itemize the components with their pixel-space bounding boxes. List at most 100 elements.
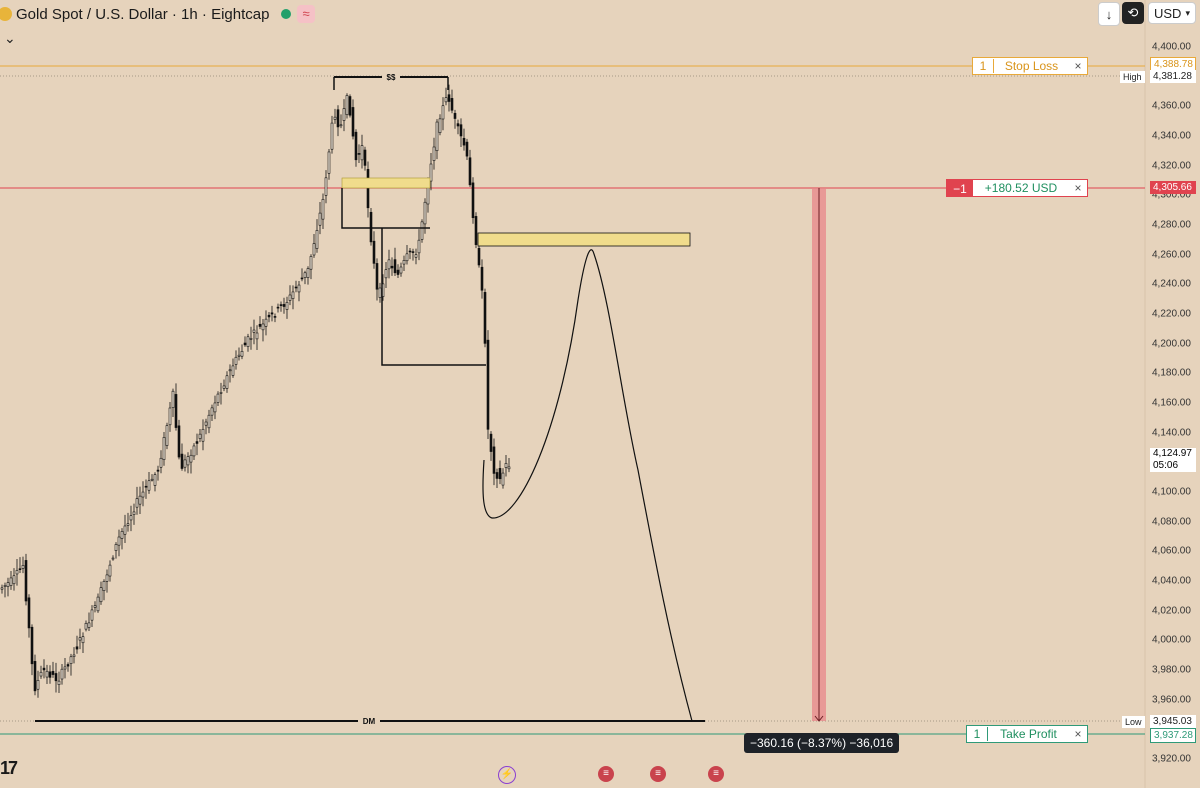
candle — [183, 459, 187, 468]
take-profit-label[interactable]: Take Profit — [1000, 727, 1057, 741]
candle-countdown: 05:06 — [1153, 460, 1179, 471]
candle — [495, 472, 499, 479]
measure-readout: −360.16 (−8.37%) −36,016 — [744, 733, 900, 753]
candle — [264, 318, 268, 327]
chevron-down-icon[interactable]: ⌄ — [4, 30, 16, 46]
take-profit-order[interactable]: 1 Take Profit × — [966, 725, 1088, 743]
price-tick: 4,100.00 — [1152, 486, 1191, 498]
stop-loss-order[interactable]: 1 Stop Loss × — [972, 57, 1088, 75]
candle — [138, 495, 142, 505]
candle — [489, 433, 493, 452]
candle — [246, 336, 250, 347]
candle — [462, 137, 466, 146]
us-flag-event-icon[interactable]: ≡ — [650, 766, 666, 782]
high-price-label: 4,381.28 — [1150, 70, 1196, 83]
candle — [108, 564, 112, 577]
candle — [444, 97, 448, 103]
tradingview-logo-icon[interactable]: 17 — [0, 758, 18, 778]
candle — [78, 637, 82, 641]
liquidity-label: $$ — [387, 73, 396, 82]
candle — [366, 169, 370, 209]
close-icon[interactable]: × — [1074, 59, 1082, 73]
price-tick: 4,160.00 — [1152, 397, 1191, 409]
position-pnl[interactable]: +180.52 USD — [984, 181, 1058, 195]
candle — [3, 585, 7, 587]
projection-curve[interactable] — [482, 249, 693, 722]
candle — [93, 605, 97, 608]
replay-icon[interactable]: ⟲ — [1122, 2, 1144, 24]
candle — [276, 306, 280, 309]
candle — [282, 304, 286, 307]
candle — [474, 216, 478, 245]
candle — [141, 491, 145, 498]
candle — [414, 254, 418, 258]
candle — [273, 316, 277, 318]
candle — [12, 575, 16, 585]
stop-loss-label[interactable]: Stop Loss — [1004, 59, 1059, 73]
position-qty: −1 — [947, 180, 973, 196]
candle — [249, 338, 253, 340]
candle — [36, 680, 40, 690]
wave-icon[interactable]: ≈ — [297, 5, 315, 23]
supply-zone-right[interactable] — [477, 232, 691, 247]
candle — [498, 468, 502, 480]
candle — [411, 251, 415, 253]
candle — [378, 287, 382, 298]
candle — [96, 596, 100, 612]
us-flag-event-icon[interactable]: ≡ — [708, 766, 724, 782]
close-icon[interactable]: × — [1074, 727, 1082, 741]
currency-select[interactable]: USD ▾ — [1148, 2, 1196, 24]
candle — [213, 402, 217, 413]
candle — [216, 393, 220, 403]
candle — [84, 622, 88, 630]
candle — [465, 141, 469, 157]
position-price-label: 4,305.66 — [1150, 181, 1196, 194]
candle — [186, 456, 190, 466]
candle — [24, 560, 28, 602]
candle — [327, 151, 331, 174]
candle — [438, 118, 442, 133]
symbol-title[interactable]: Gold Spot / U.S. Dollar · 1h · Eightcap — [16, 5, 270, 23]
candle — [387, 259, 391, 270]
liquidity-box[interactable]: $$ — [333, 71, 449, 90]
candle — [408, 250, 412, 253]
take-profit-price-label: 3,937.28 — [1150, 728, 1196, 743]
candle — [48, 671, 52, 678]
candle — [150, 478, 154, 481]
candle — [399, 266, 403, 274]
us-flag-event-icon[interactable]: ≡ — [598, 766, 614, 782]
low-price-label: 3,945.03 — [1150, 715, 1196, 728]
candle — [507, 466, 511, 470]
candle — [291, 291, 295, 299]
download-icon[interactable]: ↓ — [1098, 2, 1120, 26]
measure-bar[interactable] — [812, 188, 826, 722]
high-label: High — [1120, 71, 1145, 83]
candle — [270, 312, 274, 315]
close-icon[interactable]: × — [1074, 181, 1082, 195]
candle — [168, 407, 172, 426]
candle — [225, 375, 229, 389]
candle — [111, 557, 115, 560]
candle — [285, 302, 289, 310]
candle — [504, 463, 508, 468]
candle — [258, 323, 262, 327]
symbol-header[interactable]: Gold Spot / U.S. Dollar · 1h · Eightcap … — [0, 2, 315, 26]
structure-lines[interactable] — [341, 188, 486, 366]
candle — [171, 390, 175, 408]
candle — [9, 577, 13, 586]
candle — [39, 671, 43, 677]
candle — [219, 392, 223, 394]
candle — [453, 112, 457, 119]
candle — [456, 123, 460, 127]
candle — [243, 342, 247, 346]
currency-value: USD — [1154, 5, 1182, 21]
supply-zone-left[interactable] — [341, 177, 431, 189]
current-price: 4,124.97 — [1153, 448, 1192, 459]
candle — [120, 531, 124, 539]
price-tick: 4,220.00 — [1152, 308, 1191, 320]
lightning-event-icon[interactable]: ⚡ — [498, 766, 516, 784]
price-tick: 3,980.00 — [1152, 664, 1191, 676]
position-order[interactable]: −1 +180.52 USD × — [946, 179, 1088, 197]
dm-line[interactable]: DM — [35, 716, 705, 726]
